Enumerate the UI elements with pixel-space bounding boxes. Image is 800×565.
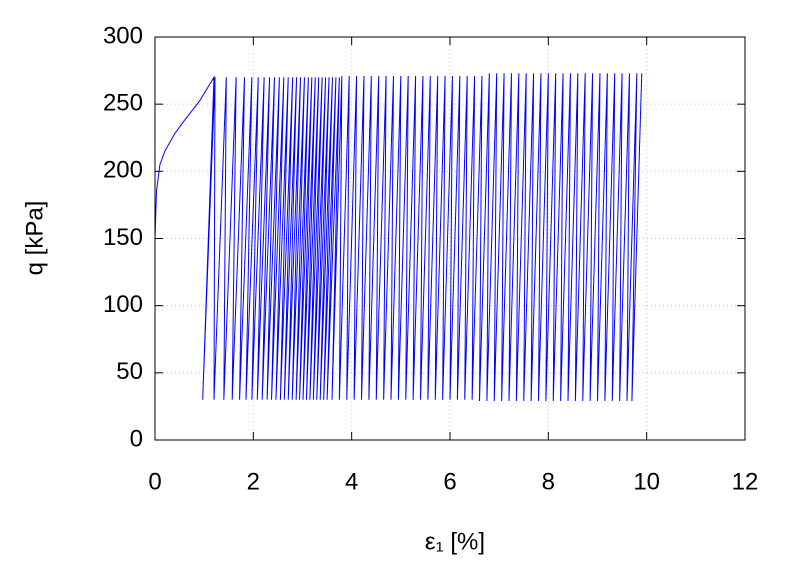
y-tick-label: 50 <box>116 358 143 385</box>
x-tick-label: 4 <box>345 468 358 495</box>
x-tick-label: 12 <box>732 468 759 495</box>
x-tick-label: 8 <box>542 468 555 495</box>
y-tick-label: 0 <box>130 425 143 452</box>
y-tick-label: 100 <box>103 291 143 318</box>
y-tick-label: 150 <box>103 224 143 251</box>
x-tick-label: 10 <box>633 468 660 495</box>
x-tick-label: 2 <box>247 468 260 495</box>
x-tick-label: 6 <box>443 468 456 495</box>
y-tick-label: 250 <box>103 90 143 117</box>
x-tick-label: 0 <box>148 468 161 495</box>
plot-frame <box>154 36 746 441</box>
y-tick-label: 200 <box>103 157 143 184</box>
data-line <box>154 73 643 440</box>
y-tick-label: 300 <box>103 22 143 49</box>
x-axis-label: ε₁ [%] <box>425 528 485 555</box>
y-axis-label: q [kPa] <box>21 201 48 276</box>
